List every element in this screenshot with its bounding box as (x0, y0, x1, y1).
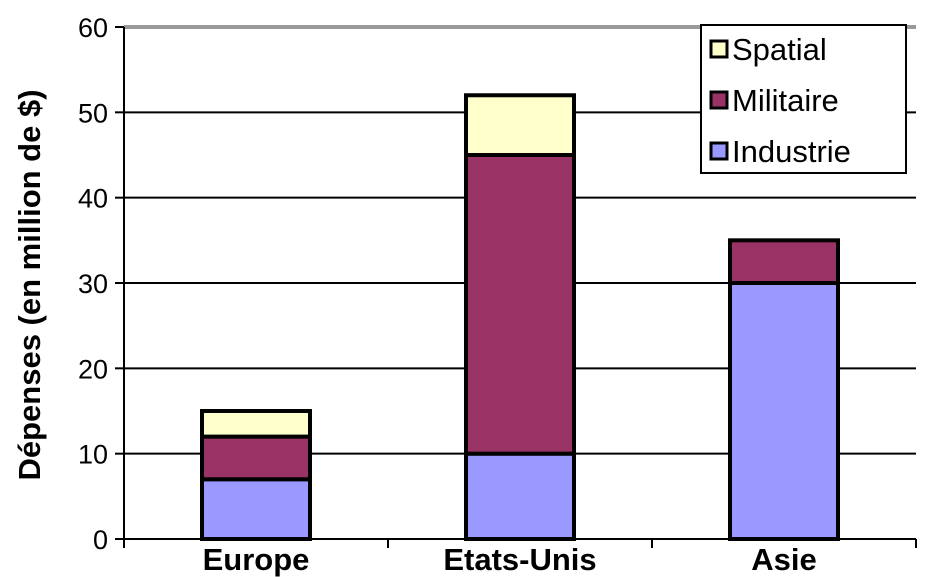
legend-label-industrie: Industrie (732, 134, 851, 169)
bars-group (200, 93, 840, 541)
y-tick-label-40: 40 (78, 184, 108, 214)
bar-europe-militaire (200, 434, 312, 482)
x-tick-labels: Europe Etats-Unis Asie (203, 542, 817, 577)
axes-group (115, 26, 917, 548)
legend-swatch-spatial (709, 39, 729, 59)
y-tick-label-60: 60 (78, 13, 108, 43)
legend-label-spatial: Spatial (732, 32, 827, 67)
legend: Spatial Militaire Industrie (700, 24, 907, 174)
legend-swatch-militaire (709, 90, 729, 110)
x-tick-label-europe: Europe (203, 542, 310, 577)
bar-europe-industrie (200, 477, 312, 541)
y-axis-title: Dépenses (en million de $) (12, 89, 47, 480)
bar-etats-unis-militaire (464, 153, 576, 456)
bar-etats-unis-industrie (464, 451, 576, 541)
bar-asie-militaire (728, 238, 840, 285)
y-tick-label-20: 20 (78, 354, 108, 384)
y-tick-label-30: 30 (78, 269, 108, 299)
y-tick-label-0: 0 (93, 525, 108, 555)
legend-label-militaire: Militaire (732, 83, 839, 118)
bar-etats-unis-spatial (464, 93, 576, 158)
legend-swatch-industrie (709, 141, 729, 161)
y-tick-label-10: 10 (78, 440, 108, 470)
x-tick-label-etats-unis: Etats-Unis (443, 542, 596, 577)
y-tick-label-50: 50 (78, 98, 108, 128)
bar-europe-spatial (200, 409, 312, 439)
legend-box (700, 24, 907, 174)
y-tick-labels: 0 10 20 30 40 50 60 (78, 13, 108, 555)
bar-asie-industrie (728, 281, 840, 541)
x-tick-label-asie: Asie (751, 542, 816, 577)
